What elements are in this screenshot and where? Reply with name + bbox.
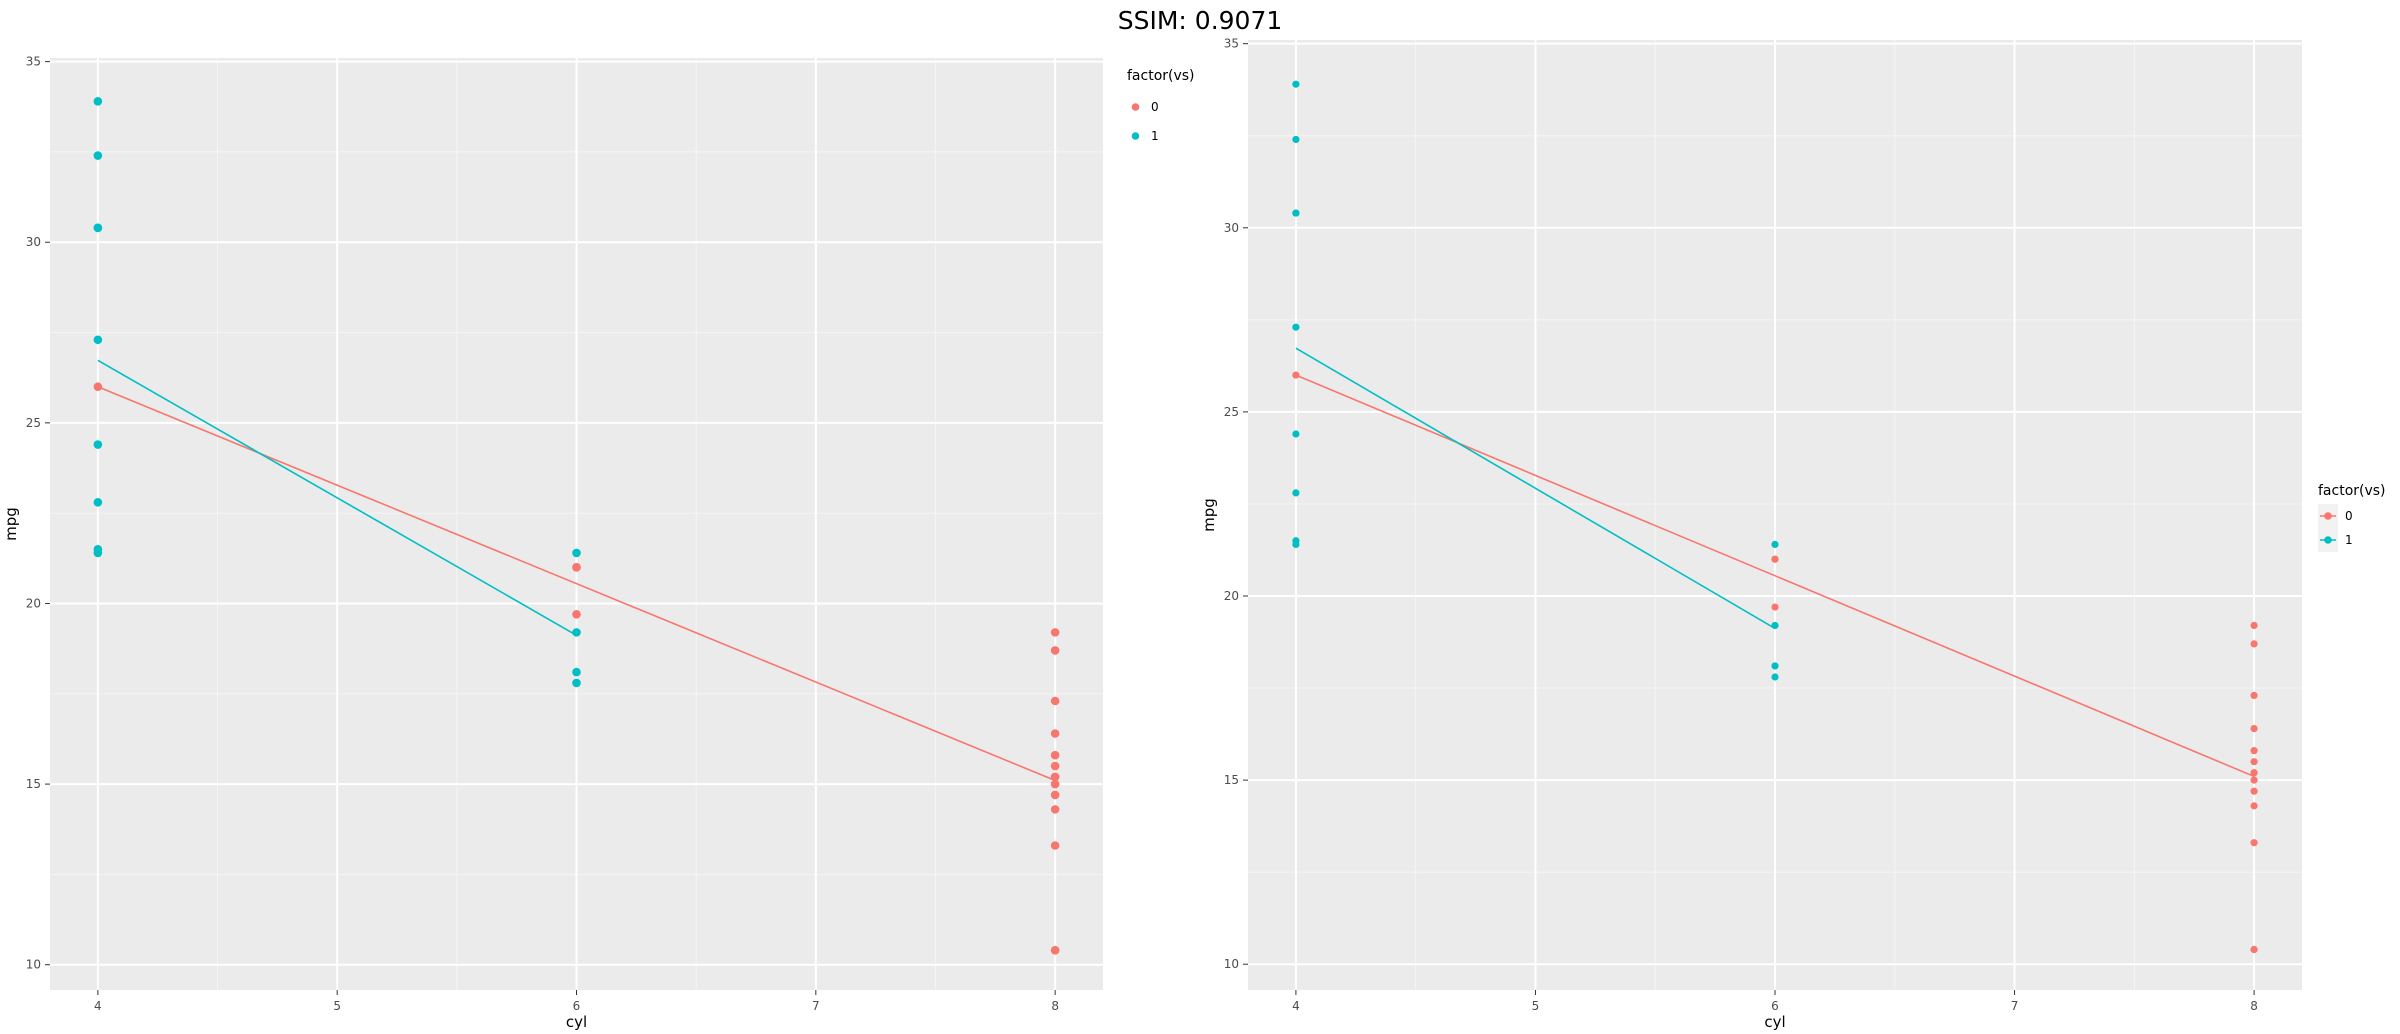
x-tick-label: 7 bbox=[812, 999, 820, 1013]
point-vs-1 bbox=[572, 628, 581, 637]
legend-label: 0 bbox=[1151, 100, 1159, 114]
point-vs-1 bbox=[572, 667, 581, 677]
point-vs-1 bbox=[93, 151, 103, 160]
point-vs-1 bbox=[1771, 662, 1779, 670]
point-vs-0 bbox=[1050, 790, 1060, 800]
point-vs-0 bbox=[2250, 787, 2258, 795]
point-vs-1 bbox=[572, 548, 581, 558]
point-vs-1 bbox=[1292, 323, 1300, 331]
y-axis-title: mpg bbox=[1205, 498, 1218, 532]
point-vs-1 bbox=[1292, 430, 1300, 438]
y-axis-title: mpg bbox=[2, 507, 20, 541]
x-tick-label: 5 bbox=[1532, 999, 1540, 1013]
legend-key-point bbox=[1131, 103, 1140, 111]
x-tick-label: 6 bbox=[573, 999, 581, 1013]
point-vs-0 bbox=[1050, 805, 1060, 814]
point-vs-0 bbox=[1771, 555, 1779, 563]
point-vs-0 bbox=[1050, 696, 1060, 706]
legend-title: factor(vs) bbox=[2318, 483, 2386, 499]
point-vs-0 bbox=[1050, 779, 1060, 789]
point-vs-0 bbox=[2250, 621, 2258, 630]
point-vs-0 bbox=[572, 610, 581, 619]
point-vs-1 bbox=[93, 223, 103, 233]
point-vs-0 bbox=[1050, 750, 1060, 760]
y-tick-label: 25 bbox=[26, 416, 41, 430]
left-chart: 4 5 6 7 8 10 15 20 25 30 35 cyl mpg factor(vs) 0 1 bbox=[2, 55, 1195, 1031]
x-tick-label: 7 bbox=[2011, 999, 2019, 1013]
y-tick-label: 30 bbox=[26, 235, 41, 249]
y-tick-label: 15 bbox=[1224, 773, 1239, 787]
x-tick-label: 8 bbox=[2250, 999, 2258, 1013]
point-vs-1 bbox=[1292, 135, 1300, 144]
point-vs-0 bbox=[2250, 640, 2258, 648]
x-tick-label: 4 bbox=[1292, 999, 1300, 1013]
y-tick-label: 20 bbox=[1224, 589, 1239, 603]
point-vs-0 bbox=[93, 382, 103, 392]
point-vs-0 bbox=[2250, 945, 2258, 954]
point-vs-0 bbox=[2250, 691, 2258, 700]
point-vs-1 bbox=[93, 335, 103, 345]
fit-line-vs-1 bbox=[1295, 347, 1776, 630]
y-tick-label: 20 bbox=[26, 596, 41, 610]
y-tick-label: 15 bbox=[26, 777, 41, 791]
point-vs-0 bbox=[1050, 772, 1060, 782]
point-vs-1 bbox=[1292, 489, 1300, 497]
point-vs-0 bbox=[1050, 945, 1060, 955]
legend-title: factor(vs) bbox=[1127, 68, 1195, 84]
point-vs-0 bbox=[1050, 761, 1060, 771]
point-vs-0 bbox=[1050, 841, 1060, 850]
right-chart: 4 5 6 7 8 10 15 20 25 30 35 cyl mpg factor(vs) 0 1 bbox=[1205, 37, 2386, 1031]
point-vs-0 bbox=[2250, 802, 2258, 810]
x-tick-label: 8 bbox=[1051, 999, 1059, 1013]
point-vs-1 bbox=[1771, 673, 1779, 681]
point-vs-1 bbox=[93, 97, 103, 106]
point-vs-0 bbox=[2250, 747, 2258, 755]
legend-label: 1 bbox=[2345, 533, 2353, 547]
point-vs-1 bbox=[572, 678, 581, 688]
legend-label: 0 bbox=[2345, 509, 2353, 523]
point-vs-1 bbox=[93, 440, 103, 449]
legend-key-point bbox=[2324, 512, 2332, 520]
point-vs-1 bbox=[1292, 209, 1300, 217]
point-vs-0 bbox=[1292, 371, 1300, 379]
point-vs-0 bbox=[1050, 646, 1060, 655]
y-tick-label: 30 bbox=[1224, 221, 1239, 235]
point-vs-0 bbox=[1050, 628, 1060, 637]
point-vs-0 bbox=[2250, 776, 2258, 784]
y-tick-label: 25 bbox=[1224, 405, 1239, 419]
point-vs-0 bbox=[1771, 603, 1779, 611]
ssim-title: SSIM: 0.9071 bbox=[1117, 6, 1283, 35]
x-axis-title: cyl bbox=[1764, 1013, 1785, 1031]
legend-key-point bbox=[2324, 536, 2332, 544]
legend-label: 1 bbox=[1151, 129, 1159, 143]
x-tick-label: 5 bbox=[333, 999, 341, 1013]
point-vs-0 bbox=[2250, 839, 2258, 847]
legend-key-point bbox=[1131, 132, 1140, 140]
fit-line-vs-1 bbox=[97, 359, 577, 636]
point-vs-0 bbox=[572, 563, 581, 572]
x-axis-title: cyl bbox=[566, 1013, 587, 1031]
y-tick-label: 35 bbox=[26, 55, 41, 69]
point-vs-0 bbox=[2250, 769, 2258, 777]
point-vs-1 bbox=[93, 498, 103, 507]
y-tick-label: 10 bbox=[1224, 957, 1239, 971]
y-tick-label: 10 bbox=[26, 958, 41, 972]
point-vs-1 bbox=[1771, 540, 1779, 549]
y-tick-label: 35 bbox=[1224, 37, 1239, 51]
point-vs-0 bbox=[1050, 729, 1060, 738]
point-vs-1 bbox=[93, 548, 103, 558]
point-vs-1 bbox=[1292, 540, 1300, 549]
point-vs-0 bbox=[2250, 724, 2258, 733]
point-vs-0 bbox=[2250, 758, 2258, 766]
x-tick-label: 6 bbox=[1771, 999, 1779, 1013]
point-vs-1 bbox=[1292, 80, 1300, 88]
x-tick-label: 4 bbox=[94, 999, 102, 1013]
point-vs-1 bbox=[1771, 621, 1779, 630]
